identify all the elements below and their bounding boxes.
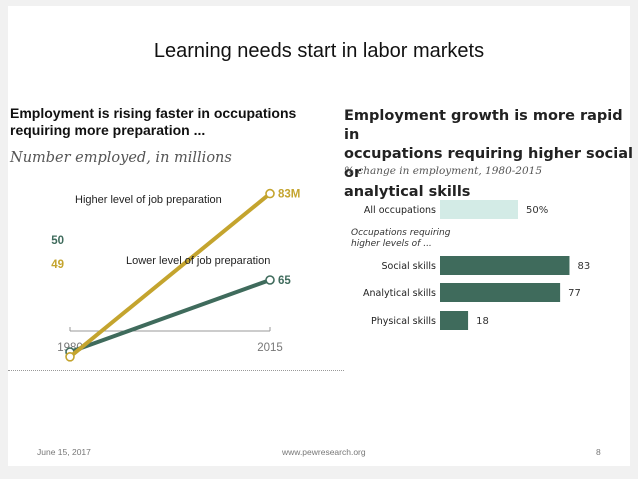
- value-label-lower-2015: 65: [278, 275, 291, 287]
- bar-analytical-skills: [440, 283, 561, 302]
- bar-all-occupations: [440, 200, 518, 219]
- bar-chart-subtitle: % change in employment, 1980-2015: [344, 165, 543, 177]
- bar-value-physical-skills: 18: [476, 316, 489, 327]
- value-label-lower-1980: 50: [51, 235, 64, 247]
- bar-value-analytical-skills: 77: [568, 288, 581, 299]
- line-chart-title: Employment is rising faster in occupatio…: [10, 105, 296, 139]
- point-lower-2015: [265, 275, 275, 285]
- bar-chart-title-line-2: occupations requiring higher social or: [344, 146, 633, 181]
- bar-physical-skills: [440, 311, 469, 330]
- series-label-higher: Higher level of job preparation: [75, 194, 222, 206]
- category-label-social-skills: Social skills: [381, 261, 436, 272]
- category-label-physical-skills: Physical skills: [371, 316, 436, 327]
- point-higher-2015: [265, 188, 275, 199]
- section-divider: [8, 370, 344, 371]
- value-label-higher-2015: 83M: [278, 189, 300, 201]
- bar-social-skills: [440, 256, 570, 275]
- group-label-line-1: Occupations requiring: [351, 228, 451, 238]
- bar-value-social-skills: 83: [577, 261, 590, 272]
- bar-chart-title-line-1: Employment growth is more rapid in: [344, 108, 623, 143]
- line-chart-title-line-1: Employment is rising faster in occupatio…: [10, 105, 297, 121]
- bar-chart-title-line-3: analytical skills: [344, 184, 471, 200]
- point-higher-1980: [65, 351, 75, 362]
- bar-chart-title: Employment growth is more rapid in occup…: [344, 107, 638, 202]
- category-label-all-occupations: All occupations: [364, 205, 436, 216]
- footer-date: June 15, 2017: [37, 447, 91, 457]
- series-line-higher: [68, 191, 272, 359]
- footer-url[interactable]: www.pewresearch.org: [282, 447, 366, 457]
- category-label-analytical-skills: Analytical skills: [363, 288, 436, 299]
- slide-body: [8, 6, 630, 466]
- group-label-line-2: higher levels of ...: [351, 239, 432, 249]
- bar-value-all-occupations: 50%: [526, 205, 548, 216]
- line-chart-title-line-2: requiring more preparation ...: [10, 122, 206, 138]
- value-label-higher-1980: 49: [51, 259, 64, 271]
- slide-title: Learning needs start in labor markets: [153, 40, 485, 62]
- series-line-lower: [68, 278, 272, 354]
- line-chart-subtitle: Number employed, in millions: [10, 150, 232, 166]
- series-label-lower: Lower level of job preparation: [126, 255, 270, 267]
- page-number: 8: [596, 447, 601, 457]
- x-tick-label-2015: 2015: [257, 342, 283, 354]
